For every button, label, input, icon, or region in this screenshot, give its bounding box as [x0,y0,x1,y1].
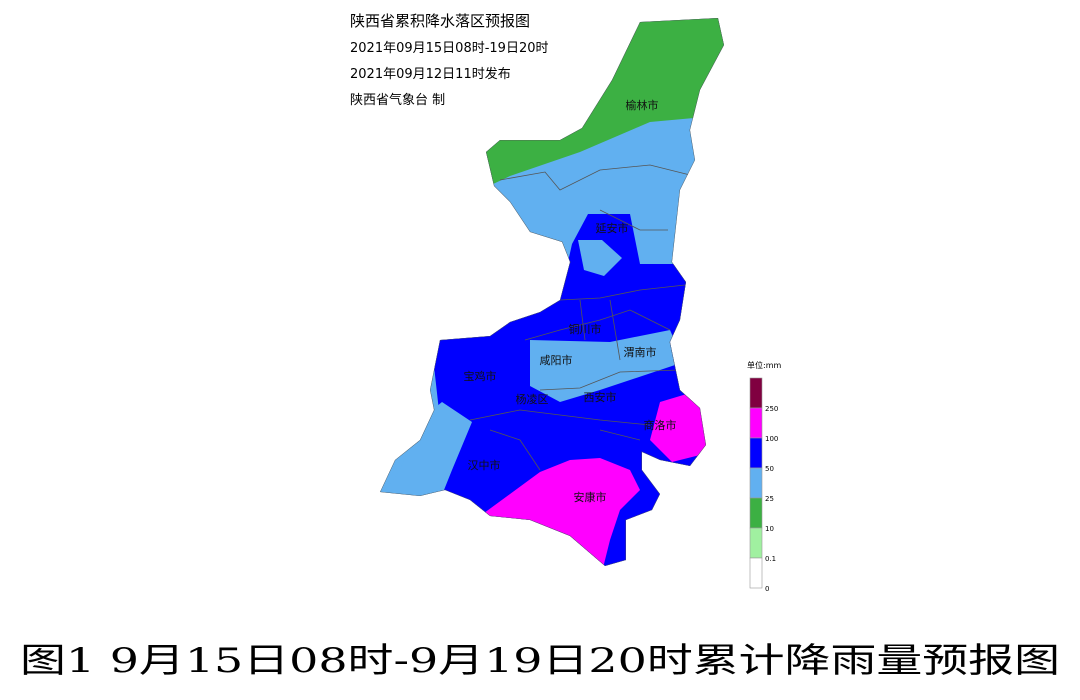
legend-tick-label: 25 [765,495,774,503]
map [380,18,724,566]
county-border [469,164,691,471]
city-label: 渭南市 [624,345,657,359]
rain-100-250 [650,390,712,462]
legend-swatch [749,377,763,409]
legend-tick-label: 0.1 [765,555,776,563]
rain-25-50 [578,240,622,276]
legend-unit: 单位:mm [747,360,781,370]
city-label: 铜川市 [569,322,602,336]
legend-swatch [749,407,763,439]
city-label: 咸阳市 [540,353,573,367]
legend-swatch [749,557,763,589]
legend-tick-label: 10 [765,525,774,533]
legend-tick-label: 250 [765,405,778,413]
forecast-period: 2021年09月15日08时-19日20时 [350,41,549,56]
legend-swatch [749,437,763,469]
city-label: 榆林市 [626,98,659,112]
rain-25-50 [380,402,472,505]
city-label: 西安市 [584,390,617,404]
map-title: 陕西省累积降水落区预报图 [350,12,530,30]
legend-swatch [749,467,763,499]
legend-tick-label: 100 [765,435,778,443]
legend-tick-label: 50 [765,465,774,473]
legend: 单位:mm 250 100 50 25 10 0.1 0 [747,360,781,593]
city-label: 杨凌区 [516,392,549,406]
city-label: 延安市 [596,221,629,235]
issuer: 陕西省气象台 制 [350,92,445,108]
rain-100-250 [480,458,640,566]
city-label: 安康市 [574,490,607,504]
city-label: 汉中市 [468,458,501,472]
rain-25-50 [530,330,684,402]
caption: 图1 9月15日08时-9月19日20时累计降雨量预报图 [20,641,1060,681]
legend-swatch [749,527,763,559]
city-label: 商洛市 [644,418,677,432]
city-label: 宝鸡市 [464,369,497,383]
legend-swatch [749,497,763,529]
issue-time: 2021年09月12日11时发布 [350,66,511,82]
legend-tick-label: 0 [765,585,769,593]
